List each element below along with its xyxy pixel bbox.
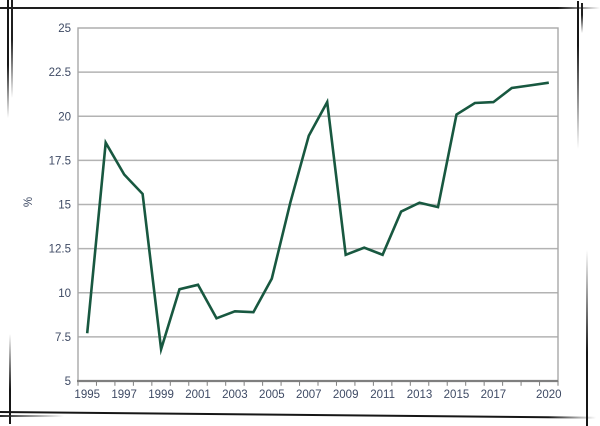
y-tick-label: 15 [58, 200, 71, 212]
y-tick-label: 10 [58, 288, 71, 300]
y-axis-label: % [23, 196, 36, 208]
y-tick-label: 17.5 [49, 155, 71, 167]
y-tick-label: 25 [58, 23, 71, 35]
frame-right-line-double [581, 3, 583, 33]
y-tick-label: 22.5 [49, 67, 71, 79]
y-tick-label: 7.5 [55, 332, 71, 344]
frame-left-line-double [11, 0, 13, 98]
y-tick-label: 5 [65, 376, 71, 388]
frame-top-line [0, 7, 600, 9]
y-tick-label: 20 [58, 111, 71, 123]
x-tick-label: 2009 [333, 389, 359, 401]
x-tick-label: 2001 [185, 389, 211, 401]
x-tick-label: 1997 [111, 389, 137, 401]
x-tick-label: 1999 [148, 389, 174, 401]
x-tick-label: 2005 [259, 389, 285, 401]
x-tick-label: 2003 [222, 389, 248, 401]
frame-left-bottom-line [9, 334, 11, 424]
y-tick-label: 12.5 [49, 244, 71, 256]
frame-left-line [7, 0, 9, 118]
x-tick-label: 2007 [296, 389, 322, 401]
x-tick-label: 2011 [370, 389, 395, 401]
frame-bottom-line-double [0, 415, 64, 417]
x-tick-label: 1995 [74, 389, 100, 401]
frame-right-line [577, 1, 579, 149]
x-tick-label: 2017 [481, 389, 507, 401]
x-tick-label: 2020 [536, 389, 562, 401]
x-tick-label: 2015 [444, 389, 470, 401]
data-series-line [85, 81, 549, 356]
frame-right-bottom-line [586, 250, 588, 426]
x-tick-label: 2013 [407, 389, 433, 401]
